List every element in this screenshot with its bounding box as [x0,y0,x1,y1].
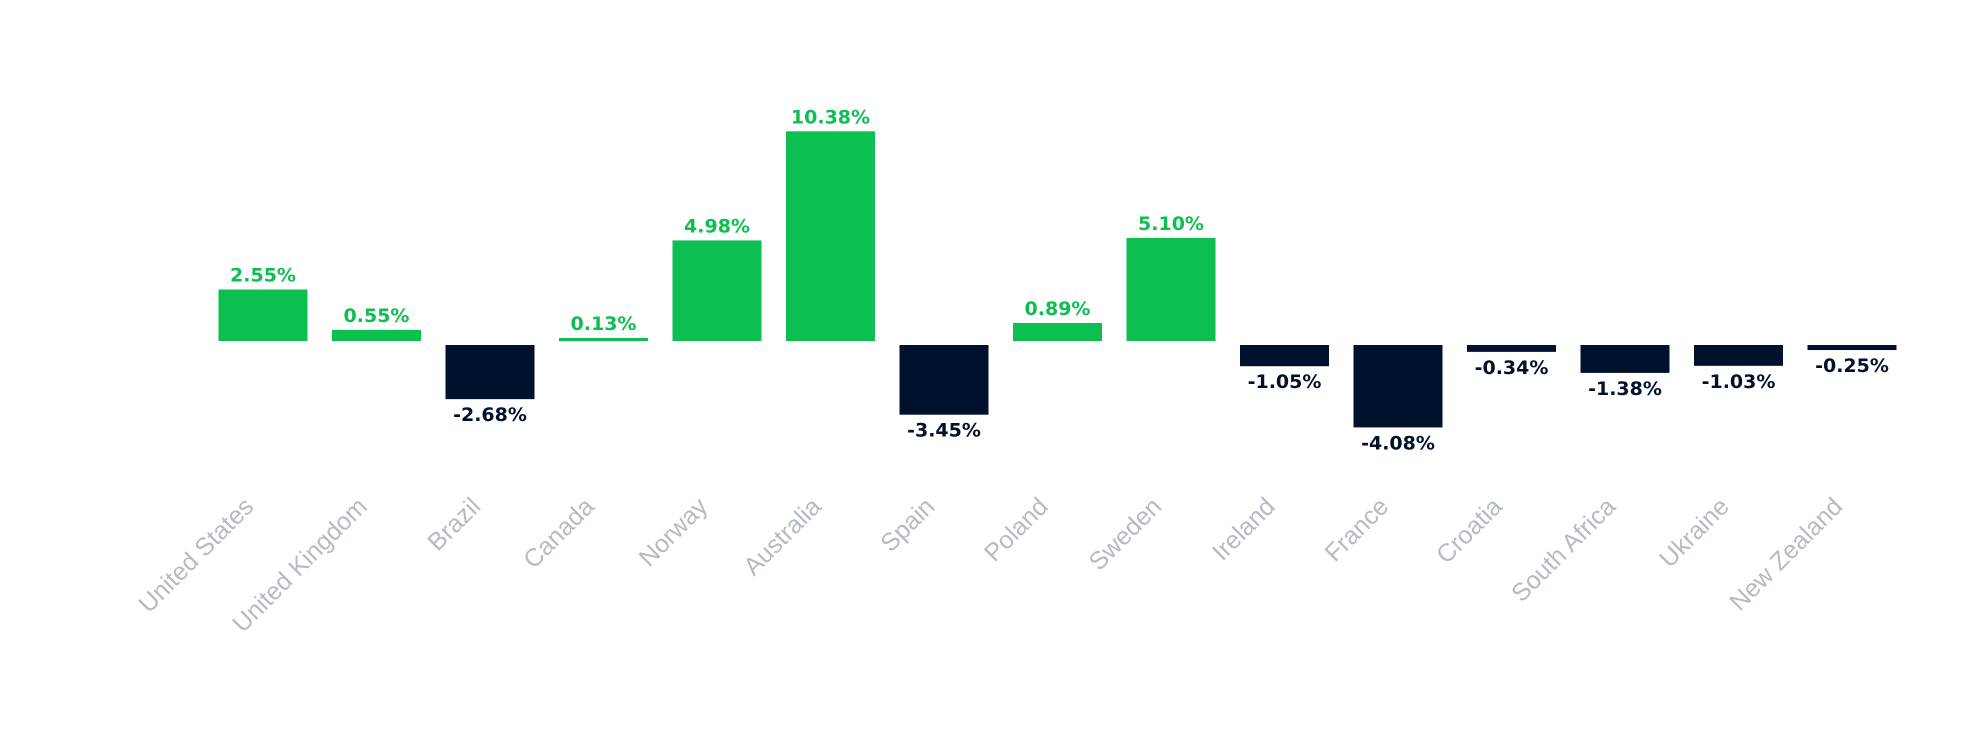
bar-ukraine [1694,345,1783,366]
category-label-ukraine: Ukraine [1654,492,1735,573]
category-label-poland: Poland [979,492,1054,567]
value-label-united-kingdom: 0.55% [344,305,410,327]
category-label-new-zealand: New Zealand [1724,492,1848,616]
bar-spain [899,345,989,415]
category-label-australia: Australia [738,492,827,581]
category-label-brazil: Brazil [422,492,486,556]
bar-australia [786,131,875,341]
bar-poland [1013,323,1102,341]
category-label-spain: Spain [875,492,940,557]
value-label-france: -4.08% [1361,432,1435,454]
value-label-spain: -3.45% [907,420,981,442]
bar-norway [672,240,762,341]
value-label-brazil: -2.68% [453,404,527,426]
value-label-croatia: -0.34% [1475,357,1549,379]
value-label-poland: 0.89% [1025,298,1091,320]
bar-canada [559,338,648,341]
bar-united-states [218,289,308,341]
value-labels-group: 2.55% 0.55% -2.68% 0.13% 4.98% 10.38% -3.45% 0.… [230,106,1889,454]
category-label-norway: Norway [634,492,714,572]
category-label-france: France [1319,492,1394,567]
category-label-canada: Canada [518,492,600,574]
bar-ireland [1240,345,1329,367]
bar-sweden [1126,237,1216,341]
category-label-sweden: Sweden [1084,492,1168,576]
bar-new-zealand [1807,345,1897,351]
bar-croatia [1467,345,1556,352]
category-label-united-states: United States [133,492,259,618]
value-label-united-states: 2.55% [230,264,296,286]
bar-united-kingdom [332,329,421,341]
bars-group [218,131,1897,428]
value-label-norway: 4.98% [684,215,750,237]
value-label-south-africa: -1.38% [1588,378,1662,400]
bar-france [1353,345,1443,428]
value-label-ireland: -1.05% [1248,371,1322,393]
value-label-canada: 0.13% [571,313,637,335]
value-label-new-zealand: -0.25% [1815,355,1889,377]
bar-south-africa [1580,345,1670,373]
bar-brazil [445,345,535,400]
category-label-south-africa: South Africa [1506,492,1621,607]
value-label-ukraine: -1.03% [1702,371,1776,393]
category-label-croatia: Croatia [1431,492,1508,569]
value-label-sweden: 5.10% [1138,213,1204,235]
category-label-ireland: Ireland [1207,492,1281,566]
value-label-australia: 10.38% [791,106,870,128]
